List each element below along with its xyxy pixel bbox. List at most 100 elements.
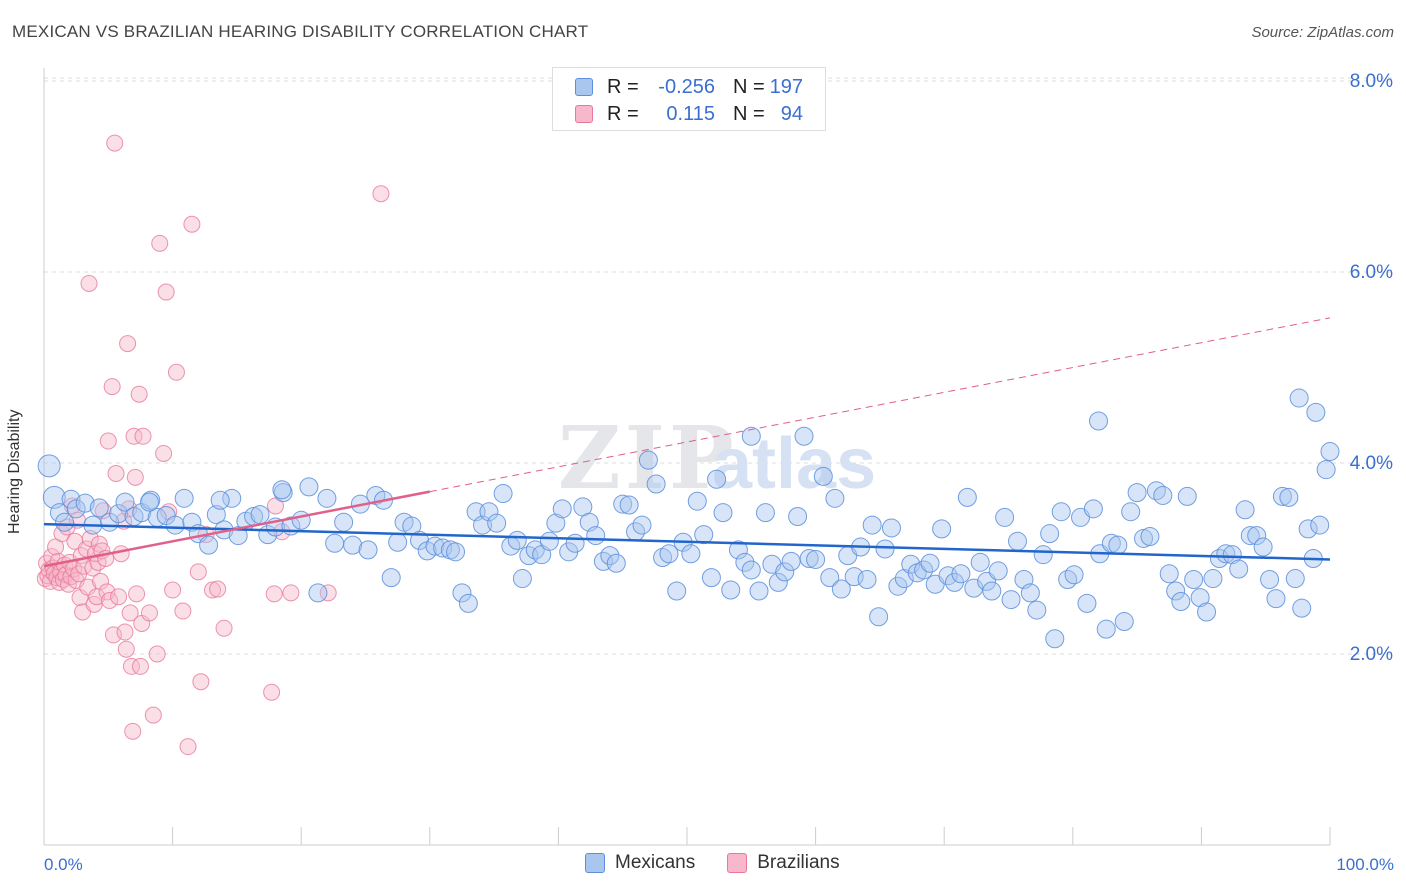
- mexican-point: [210, 490, 230, 510]
- mexican-point: [1229, 559, 1249, 579]
- mexican-point: [1298, 519, 1318, 539]
- mexican-point: [781, 551, 801, 571]
- mexicans-legend-swatch: [585, 853, 605, 873]
- mexican-point: [857, 570, 877, 590]
- brazilian-point: [174, 602, 192, 620]
- legend-item-brazilians[interactable]: Brazilians: [727, 852, 840, 874]
- brazilian-point: [140, 604, 158, 622]
- brazilian-point: [106, 134, 124, 152]
- mexican-point: [565, 533, 585, 553]
- mexican-point: [1292, 598, 1312, 618]
- mexican-point: [995, 507, 1015, 527]
- mexican-point: [869, 607, 889, 627]
- mexican-point: [1235, 500, 1255, 520]
- legend-n-value: 197: [769, 75, 803, 98]
- mexican-point: [1089, 411, 1109, 431]
- mexican-point: [799, 549, 819, 568]
- mexican-point: [806, 549, 826, 569]
- mexican-point: [1240, 526, 1260, 546]
- y-tick-label: 8.0%: [1350, 71, 1393, 92]
- brazilian-point: [155, 444, 173, 462]
- legend-r-value: 0.115: [666, 102, 715, 125]
- mexican-point: [788, 506, 808, 526]
- brazilian-point: [189, 563, 207, 581]
- mexican-point: [1316, 460, 1336, 480]
- mexican-point: [182, 512, 202, 532]
- mexican-point: [1020, 583, 1040, 603]
- trend-lines: [43, 317, 1331, 568]
- mexican-point: [741, 560, 761, 580]
- brazilian-point: [282, 584, 300, 602]
- mexican-point: [546, 513, 566, 533]
- brazilian-point: [192, 673, 210, 691]
- brazilians-trend-line: [43, 490, 431, 568]
- legend-n-label: N =: [733, 102, 765, 125]
- brazilian-point: [179, 738, 197, 756]
- mexican-point: [1306, 402, 1326, 422]
- brazilian-point: [134, 427, 152, 445]
- mexican-point: [452, 583, 472, 603]
- mexican-point: [1177, 486, 1197, 506]
- mexican-point: [507, 530, 527, 550]
- mexicans-trend-line: [43, 522, 1331, 561]
- brazilian-point: [112, 545, 130, 563]
- mexican-point: [358, 540, 378, 560]
- brazilian-point: [203, 581, 221, 599]
- mexican-point: [433, 538, 453, 558]
- mexican-point: [1108, 535, 1128, 555]
- brazilian-point: [101, 592, 119, 610]
- mexicans-points: [37, 388, 1340, 649]
- mexican-point: [512, 569, 532, 589]
- mexican-point: [250, 505, 270, 525]
- mexican-point: [165, 515, 185, 535]
- mexican-point: [881, 518, 901, 538]
- watermark-atlas: atlas: [712, 424, 876, 504]
- mexican-point: [920, 553, 940, 573]
- brazilian-point: [124, 722, 142, 740]
- legend-item-mexicans[interactable]: Mexicans: [585, 852, 695, 874]
- mexican-point: [825, 488, 845, 508]
- brazilians-trend-extension: [429, 317, 1331, 493]
- mexican-point: [317, 488, 337, 508]
- mexican-point: [343, 535, 363, 555]
- mexican-point: [1027, 600, 1047, 620]
- legend-n-label: N =: [733, 75, 765, 98]
- legend-r-label: R =: [607, 102, 639, 125]
- x-tick-label-min: 0.0%: [44, 855, 83, 874]
- mexican-point: [646, 474, 666, 494]
- brazilian-point: [160, 503, 178, 521]
- mexican-point: [109, 504, 129, 524]
- legend-label-brazilians: Brazilians: [757, 852, 840, 873]
- mexican-point: [988, 561, 1008, 581]
- mexican-point: [1064, 565, 1084, 585]
- x-tick-label-max: 100.0%: [1336, 855, 1394, 874]
- mexican-point: [741, 426, 761, 446]
- brazilian-point: [128, 585, 146, 603]
- mexican-point: [1159, 564, 1179, 584]
- mexican-point: [299, 477, 319, 497]
- brazilians-legend-swatch: [727, 853, 748, 873]
- brazilian-point: [121, 604, 139, 622]
- mexican-point: [794, 426, 814, 446]
- series-legend: Mexicans Brazilians: [585, 852, 872, 874]
- mexican-point: [721, 580, 741, 600]
- mexican-point: [381, 568, 401, 588]
- mexican-point: [1247, 526, 1267, 546]
- mexican-point: [1266, 589, 1286, 609]
- mexican-point: [875, 539, 895, 559]
- mexican-point: [1197, 602, 1217, 622]
- mexican-point: [334, 512, 354, 532]
- mexican-point: [1285, 569, 1305, 589]
- chart-title: MEXICAN VS BRAZILIAN HEARING DISABILITY …: [12, 22, 589, 41]
- mexican-point: [1260, 570, 1280, 590]
- mexican-point: [1184, 570, 1204, 590]
- brazilian-point: [151, 234, 169, 252]
- brazilian-point: [215, 619, 233, 637]
- brazilian-point: [319, 584, 337, 602]
- mexican-point: [728, 540, 748, 560]
- mexican-point: [775, 562, 795, 582]
- mexican-point: [707, 469, 727, 489]
- watermark-zip: ZIP: [558, 408, 738, 509]
- mexicans-swatch: [575, 78, 593, 96]
- mexican-point: [1134, 528, 1154, 548]
